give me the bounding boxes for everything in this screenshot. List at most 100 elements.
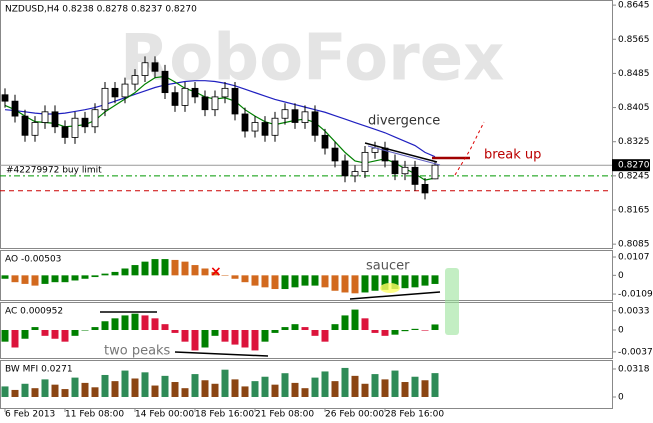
- annotation: divergence: [368, 114, 440, 129]
- x-tick-label: 14 Feb 00:00: [135, 410, 194, 420]
- candle-body: [71, 117, 79, 138]
- bar: [431, 324, 439, 330]
- bar: [11, 330, 19, 348]
- bar: [411, 328, 419, 330]
- x-tick-label: 18 Feb 16:00: [195, 410, 254, 420]
- price-box: [612, 159, 650, 172]
- y-tick-label: 0.8245: [618, 171, 650, 181]
- bar: [141, 372, 149, 397]
- candle-body: [151, 62, 159, 72]
- candle-body: [1, 94, 9, 102]
- bar: [331, 381, 339, 397]
- bar: [351, 309, 359, 330]
- bar: [361, 318, 369, 330]
- y-tick-label: 0.8325: [618, 137, 650, 147]
- y-tick-label: 0.8645: [618, 1, 650, 11]
- bar: [211, 383, 219, 397]
- bar: [111, 381, 119, 397]
- bar: [181, 388, 189, 397]
- bar: [41, 330, 49, 336]
- bar: [61, 389, 69, 397]
- panel-frame: [0, 0, 613, 249]
- bar: [401, 382, 409, 397]
- bar: [281, 373, 289, 397]
- candle-body: [191, 87, 199, 98]
- watermark: RoboForex: [120, 22, 504, 96]
- candle-body: [271, 117, 279, 136]
- bar: [431, 373, 439, 397]
- bar: [321, 371, 329, 397]
- bar: [81, 330, 89, 331]
- moving-average: [4, 80, 436, 158]
- bar: [11, 275, 19, 283]
- x-tick-label: 21 Feb 08:00: [255, 410, 314, 420]
- bar: [131, 265, 139, 276]
- candle-body: [61, 126, 69, 138]
- panel-title: AO -0.00503: [5, 255, 61, 265]
- highlight: [380, 283, 400, 293]
- bar: [271, 384, 279, 397]
- bar: [401, 330, 409, 332]
- bar: [291, 324, 299, 330]
- bar: [351, 375, 359, 397]
- candle-body: [251, 122, 259, 132]
- candle-body: [211, 96, 219, 111]
- x-tick-label: 28 Feb 16:00: [385, 410, 444, 420]
- bar: [321, 275, 329, 288]
- bar: [331, 275, 339, 291]
- bar: [241, 386, 249, 397]
- candle-body: [131, 75, 139, 85]
- candle-body: [91, 109, 99, 128]
- y-tick-label: 0.0107: [618, 253, 650, 263]
- cross-mark: ×: [210, 264, 222, 280]
- bar: [121, 268, 129, 276]
- bar: [411, 275, 419, 288]
- bar: [371, 275, 379, 291]
- bar: [191, 374, 199, 397]
- bar: [431, 275, 439, 284]
- trendline: [174, 351, 269, 357]
- bar: [101, 273, 109, 276]
- candle-body: [241, 113, 249, 132]
- candle-body: [231, 87, 239, 115]
- candle-body: [421, 183, 429, 194]
- candle-body: [311, 111, 319, 136]
- candle-body: [31, 122, 39, 136]
- bar: [351, 275, 359, 294]
- bar: [311, 330, 319, 336]
- bar: [151, 318, 159, 330]
- annotation: break up: [484, 148, 541, 163]
- trendline: [367, 145, 441, 166]
- y-tick-label: 0: [618, 326, 624, 336]
- bar: [221, 330, 229, 342]
- bar: [81, 275, 89, 279]
- candle-body: [431, 164, 439, 180]
- bar: [341, 315, 349, 330]
- candle-body: [201, 96, 209, 111]
- annotation: saucer: [366, 259, 410, 274]
- candle-body: [101, 87, 109, 111]
- candle-body: [11, 100, 19, 117]
- bar: [51, 384, 59, 397]
- bar: [181, 261, 189, 276]
- bar: [151, 385, 159, 397]
- candle-body: [41, 111, 49, 123]
- bar: [341, 367, 349, 397]
- bar: [91, 275, 99, 278]
- bar: [111, 271, 119, 276]
- candle-body: [301, 111, 309, 123]
- bar: [61, 275, 69, 283]
- bar: [331, 324, 339, 330]
- bar: [131, 378, 139, 397]
- bar: [311, 377, 319, 397]
- bar: [231, 379, 239, 397]
- bar: [1, 330, 9, 342]
- panel-title: AC 0.000952: [5, 307, 63, 317]
- bar: [261, 275, 269, 288]
- bar: [361, 275, 369, 293]
- bar: [371, 374, 379, 397]
- bar: [311, 275, 319, 286]
- bar: [121, 315, 129, 330]
- breakout-arrow: [454, 121, 485, 176]
- bar: [101, 321, 109, 330]
